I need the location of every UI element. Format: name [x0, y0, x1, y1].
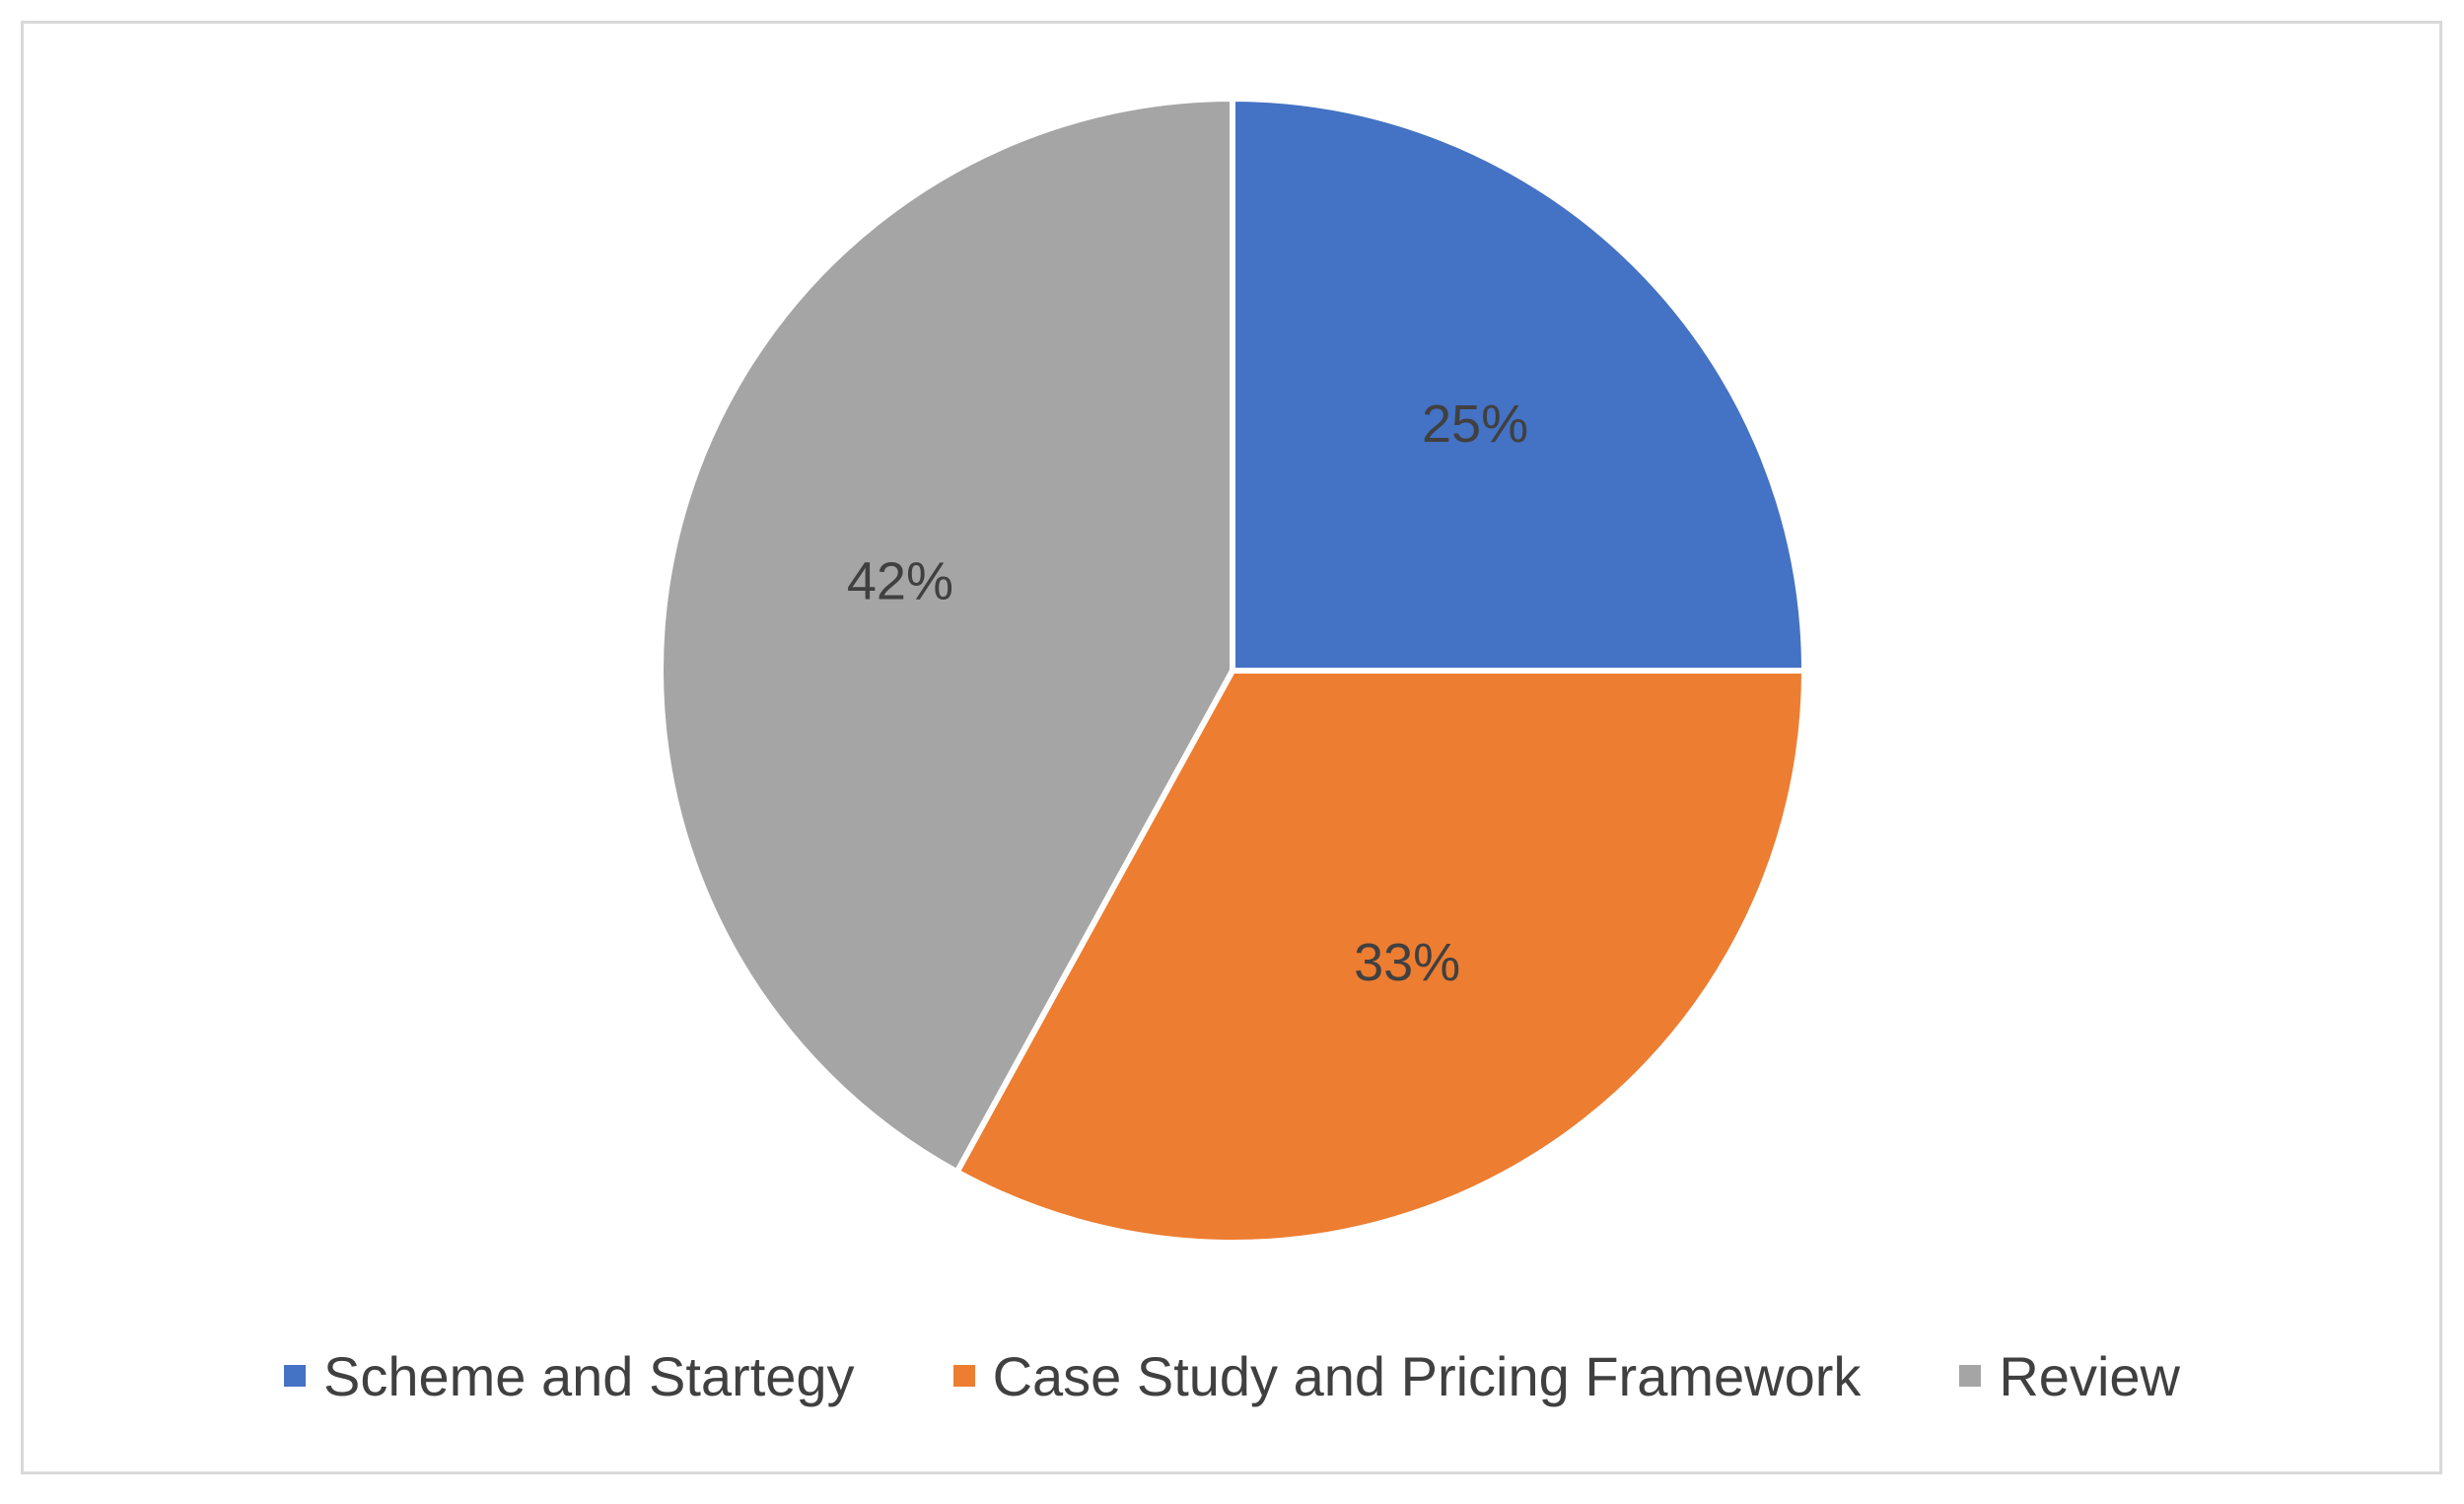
pie-slice-review — [658, 96, 1235, 1176]
legend-item-scheme-and-startegy: Scheme and Startegy — [284, 1344, 855, 1408]
legend-label-case-study-and-pricing-framework: Case Study and Pricing Framework — [992, 1344, 1862, 1407]
data-label-case-study-and-pricing-framework: 33% — [1354, 933, 1460, 992]
pie-slices — [658, 96, 1807, 1246]
pie-slice-scheme-and-startegy — [1230, 96, 1807, 674]
legend-swatch-case-study-and-pricing-framework — [952, 1365, 975, 1387]
data-label-review: 42% — [847, 552, 953, 611]
pie-slice-case-study-and-pricing-framework — [953, 668, 1807, 1246]
pie-data-labels: 25% 33% 42% — [847, 394, 1528, 992]
legend-item-review: Review — [1959, 1344, 2180, 1408]
legend-swatch-review — [1959, 1365, 1982, 1387]
chart-legend: Scheme and Startegy Case Study and Prici… — [0, 1341, 2464, 1410]
legend-label-review: Review — [1999, 1344, 2180, 1407]
legend-item-case-study-and-pricing-framework: Case Study and Pricing Framework — [952, 1344, 1862, 1408]
legend-label-scheme-and-startegy: Scheme and Startegy — [323, 1344, 855, 1407]
data-label-scheme-and-startegy: 25% — [1422, 394, 1528, 454]
legend-swatch-scheme-and-startegy — [284, 1365, 307, 1387]
